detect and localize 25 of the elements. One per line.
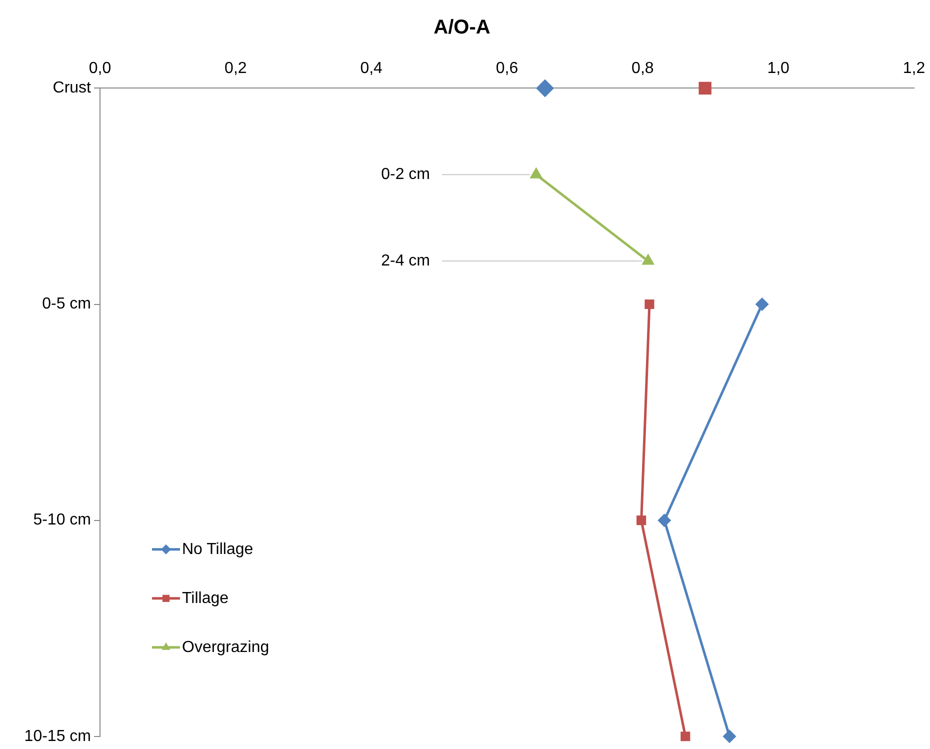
x-tick-label: 1,0 — [767, 60, 790, 78]
point — [698, 82, 712, 95]
legend-label: Tillage — [182, 590, 229, 607]
x-tick-label: 0,6 — [496, 60, 518, 78]
legend-label: Overgrazing — [182, 638, 270, 656]
x-tick-label: 0,4 — [360, 60, 383, 78]
point — [636, 516, 646, 526]
chart-title: A/O-A — [434, 16, 490, 39]
y-tick-label: 10-15 cm — [24, 728, 91, 745]
point — [756, 298, 768, 311]
annotation: 2-4 cm — [381, 252, 430, 270]
annotation: 0-2 cm — [381, 166, 430, 184]
x-tick-label: 0,8 — [632, 60, 654, 78]
x-tick-label: 0,2 — [224, 60, 247, 78]
y-tick-label: 0-5 cm — [42, 296, 91, 313]
point — [723, 730, 736, 743]
legend-label: No Tillage — [182, 540, 254, 558]
point — [680, 732, 690, 742]
point — [658, 514, 671, 527]
x-tick-label: 0,0 — [88, 60, 112, 78]
point — [644, 299, 654, 310]
y-tick-label: 5-10 cm — [33, 512, 91, 529]
y-tick-label: Crust — [52, 80, 92, 97]
x-tick-label: 1,2 — [902, 60, 926, 78]
point — [536, 79, 554, 98]
